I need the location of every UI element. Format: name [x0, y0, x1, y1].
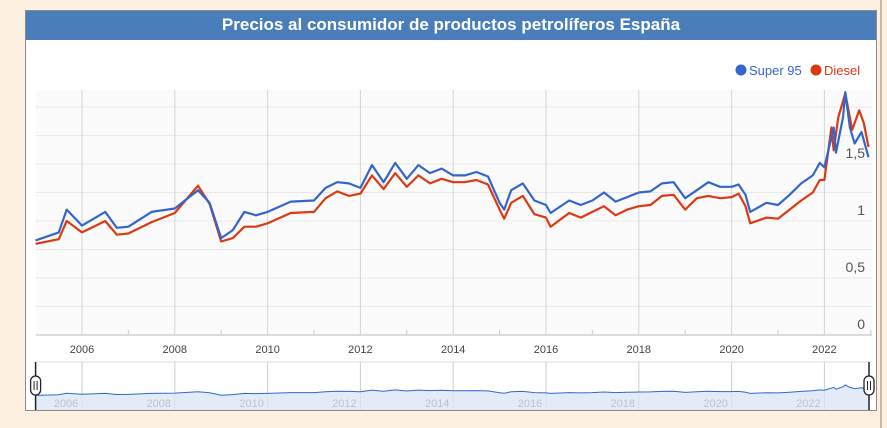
- y-tick-label: 1,5: [846, 145, 866, 161]
- legend-label[interactable]: Diesel: [824, 63, 860, 78]
- y-tick-label: 1: [857, 202, 865, 218]
- navigator-area: [35, 385, 869, 410]
- window-edge: [880, 0, 882, 428]
- x-tick-label: 2006: [70, 344, 94, 356]
- x-tick-label: 2012: [348, 344, 372, 356]
- x-tick-label: 2014: [441, 344, 465, 356]
- x-tick-label: 2008: [163, 344, 187, 356]
- x-tick-label: 2018: [627, 344, 651, 356]
- legend-marker: [735, 64, 747, 76]
- chart-title: Precios al consumidor de productos petro…: [26, 11, 876, 40]
- x-tick-label: 2020: [719, 344, 743, 356]
- navigator-line: [35, 384, 869, 396]
- x-tick-label: 2022: [812, 344, 836, 356]
- navigator-left-handle[interactable]: [29, 375, 42, 396]
- x-tick-label: 2016: [534, 344, 558, 356]
- series-line-super-95: [35, 91, 870, 242]
- legend-marker: [810, 64, 822, 76]
- y-tick-label: 0,5: [846, 259, 866, 275]
- x-tick-label: 2010: [255, 344, 279, 356]
- navigator-right-handle[interactable]: [863, 375, 875, 396]
- y-tick-label: 0: [857, 316, 865, 332]
- series-line-diesel: [35, 92, 870, 245]
- legend-label[interactable]: Super 95: [749, 63, 802, 78]
